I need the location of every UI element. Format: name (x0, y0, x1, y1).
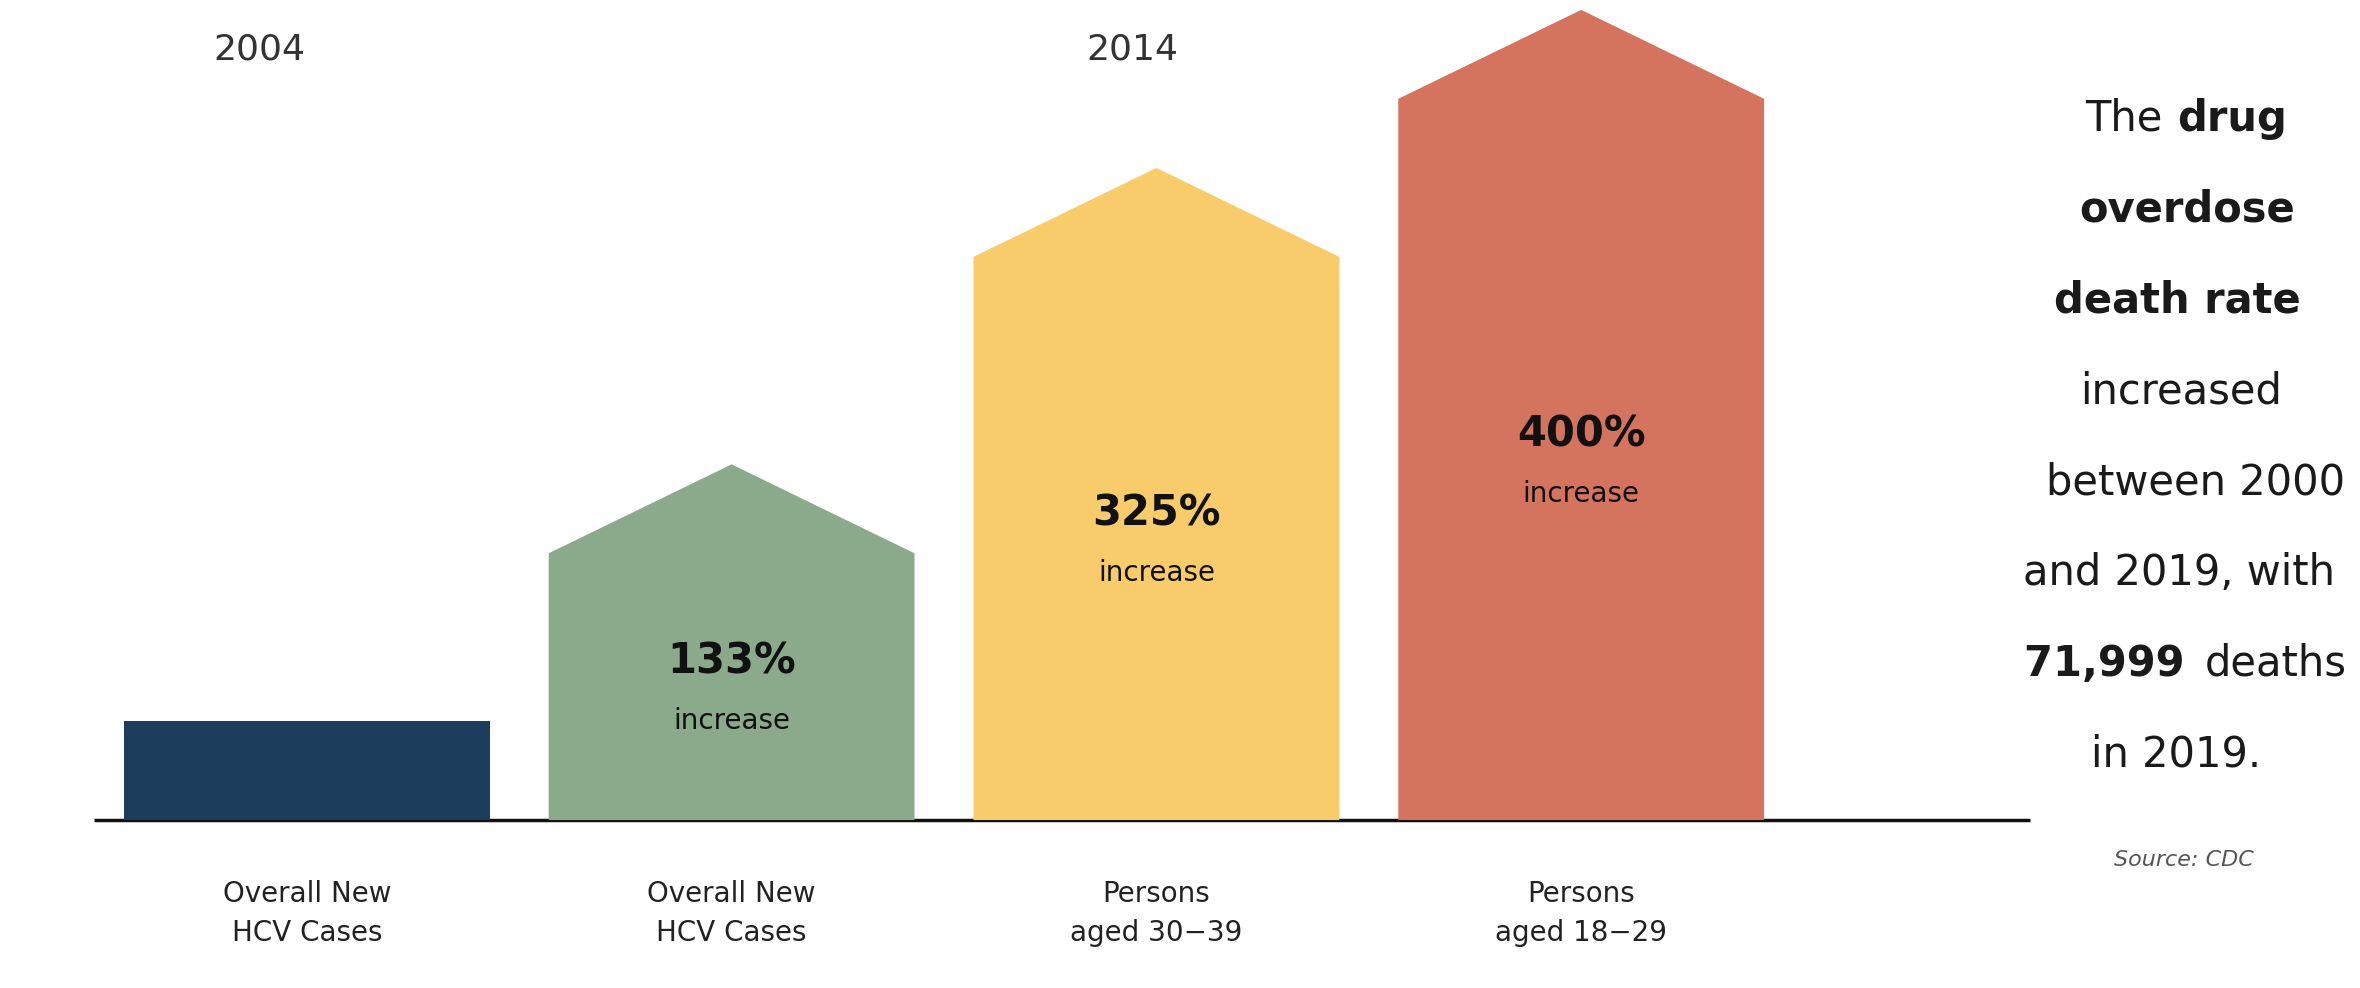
Text: drug: drug (2178, 98, 2287, 139)
Text: Persons
aged 18−29: Persons aged 18−29 (1496, 880, 1666, 947)
Text: 2004: 2004 (215, 33, 304, 66)
Text: increase: increase (673, 707, 791, 735)
Text: Overall New
HCV Cases: Overall New HCV Cases (647, 880, 817, 947)
Text: Source: CDC: Source: CDC (2115, 850, 2254, 869)
Text: overdose: overdose (2079, 189, 2296, 230)
Polygon shape (972, 168, 1340, 820)
Text: Overall New
HCV Cases: Overall New HCV Cases (222, 880, 392, 947)
Text: in 2019.: in 2019. (2091, 734, 2261, 776)
Text: Persons
aged 30−39: Persons aged 30−39 (1069, 880, 1244, 947)
Text: increase: increase (1097, 559, 1215, 587)
Text: death rate: death rate (2053, 280, 2301, 321)
Text: increased: increased (2079, 370, 2282, 412)
Text: 71,999: 71,999 (2025, 643, 2200, 685)
Text: between 2000: between 2000 (2046, 461, 2343, 503)
Polygon shape (548, 464, 916, 820)
Text: increase: increase (1522, 480, 1640, 508)
Text: and 2019, with: and 2019, with (2023, 552, 2334, 594)
Text: 325%: 325% (1093, 493, 1220, 535)
Text: The: The (2086, 98, 2176, 139)
Polygon shape (1397, 10, 1765, 820)
Text: 400%: 400% (1517, 414, 1645, 455)
Text: 2014: 2014 (1088, 33, 1178, 66)
Text: 133%: 133% (668, 641, 795, 683)
Bar (123, 721, 491, 820)
Text: deaths: deaths (2204, 643, 2346, 685)
